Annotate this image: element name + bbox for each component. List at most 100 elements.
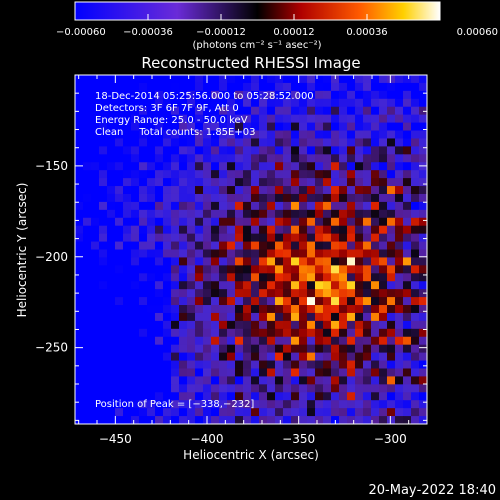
heatmap-cell: [259, 408, 268, 417]
heatmap-cell: [387, 162, 396, 171]
heatmap-cell: [99, 312, 108, 322]
heatmap-cell: [123, 320, 132, 330]
heatmap-cell: [203, 376, 212, 385]
heatmap-cell: [411, 344, 420, 354]
heatmap-cell: [83, 186, 92, 195]
heatmap-cell: [187, 289, 196, 298]
heatmap-cell: [227, 201, 236, 211]
heatmap-cell: [147, 106, 156, 116]
heatmap-cell: [243, 233, 252, 243]
heatmap-cell: [155, 257, 164, 266]
heatmap-cell: [123, 170, 132, 179]
heatmap-cell: [131, 225, 140, 235]
heatmap-cell: [331, 297, 340, 306]
heatmap-cell: [267, 114, 276, 124]
heatmap-cell: [195, 352, 204, 362]
heatmap-cell: [291, 90, 300, 100]
heatmap-cell: [203, 273, 212, 282]
heatmap-cell: [91, 90, 100, 100]
heatmap-cell: [275, 138, 284, 147]
heatmap-cell: [163, 384, 172, 393]
heatmap-cell: [203, 344, 212, 354]
heatmap-cell: [339, 328, 348, 338]
heatmap-cell: [419, 82, 427, 92]
heatmap-cell: [339, 376, 348, 385]
heatmap-cell: [83, 106, 92, 116]
heatmap-cell: [123, 312, 132, 322]
heatmap-cell: [99, 249, 108, 259]
heatmap-cell: [419, 360, 427, 370]
heatmap-cell: [195, 193, 204, 203]
heatmap-cell: [107, 114, 116, 124]
heatmap-cell: [203, 360, 212, 370]
heatmap-cell: [387, 305, 396, 314]
heatmap-cell: [315, 344, 324, 354]
heatmap-cell: [171, 289, 180, 298]
heatmap-cell: [299, 225, 308, 235]
heatmap-cell: [219, 154, 228, 163]
heatmap-cell: [235, 154, 244, 163]
heatmap-cell: [379, 312, 388, 322]
heatmap-cell: [211, 154, 220, 163]
heatmap-cell: [107, 384, 116, 393]
heatmap-cell: [331, 170, 340, 179]
heatmap-cell: [123, 289, 132, 298]
heatmap-cell: [115, 336, 124, 346]
heatmap-cell: [347, 312, 356, 322]
heatmap-cell: [347, 75, 356, 84]
heatmap-cell: [379, 265, 388, 274]
heatmap-cell: [347, 392, 356, 401]
heatmap-cell: [187, 305, 196, 314]
heatmap-cell: [227, 336, 236, 346]
heatmap-cell: [291, 162, 300, 171]
heatmap-cell: [195, 265, 204, 274]
heatmap-cell: [211, 241, 220, 251]
heatmap-cell: [355, 297, 364, 306]
y-axis-label: Heliocentric Y (arcsec): [15, 183, 29, 318]
heatmap-cell: [235, 162, 244, 171]
heatmap-cell: [267, 408, 276, 417]
heatmap-cell: [291, 75, 300, 84]
heatmap-cell: [339, 408, 348, 417]
heatmap-cell: [235, 225, 244, 235]
heatmap-cell: [203, 328, 212, 338]
heatmap-cell: [91, 178, 100, 187]
heatmap-cell: [187, 146, 196, 155]
heatmap-cell: [187, 257, 196, 266]
heatmap-cell: [331, 154, 340, 163]
heatmap-cell: [123, 114, 132, 124]
heatmap-cell: [411, 162, 420, 171]
heatmap-cell: [251, 273, 260, 282]
heatmap-cell: [147, 352, 156, 362]
heatmap-cell: [355, 392, 364, 401]
heatmap-cell: [363, 320, 372, 330]
heatmap-cell: [91, 146, 100, 155]
heatmap-cell: [83, 289, 92, 298]
y-tick-label: −250: [35, 341, 68, 355]
heatmap-cell: [155, 416, 164, 424]
heatmap-cell: [195, 312, 204, 322]
heatmap-cell: [339, 225, 348, 235]
heatmap-cell: [75, 75, 84, 84]
heatmap-cell: [275, 289, 284, 298]
heatmap-cell: [323, 384, 332, 393]
heatmap-cell: [379, 400, 388, 409]
heatmap-cell: [307, 376, 316, 385]
heatmap-cell: [187, 297, 196, 306]
heatmap-cell: [139, 75, 148, 84]
heatmap-cell: [243, 130, 252, 140]
heatmap-cell: [83, 297, 92, 306]
heatmap-cell: [235, 336, 244, 346]
heatmap-cell: [283, 376, 292, 385]
heatmap-cell: [283, 273, 292, 282]
heatmap-cell: [275, 162, 284, 171]
heatmap-cell: [211, 178, 220, 187]
heatmap-cell: [91, 265, 100, 274]
heatmap-cell: [419, 146, 427, 155]
heatmap-cell: [347, 368, 356, 378]
heatmap-cell: [91, 408, 100, 417]
heatmap-cell: [291, 368, 300, 378]
heatmap-cell: [83, 305, 92, 314]
heatmap-cell: [355, 90, 364, 100]
heatmap-cell: [99, 217, 108, 227]
